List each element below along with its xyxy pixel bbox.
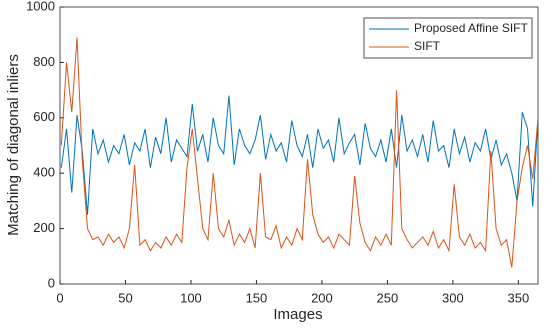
y-tick-label: 600 [33,109,55,124]
x-tick-label: 50 [118,290,132,305]
y-tick-label: 200 [33,220,55,235]
y-tick-label: 0 [48,275,55,290]
x-tick-label: 350 [508,290,530,305]
x-tick-label: 0 [56,290,63,305]
x-tick-label: 300 [442,290,464,305]
series-line [60,37,539,268]
x-axis-label: Images [273,306,322,323]
y-tick-label: 400 [33,165,55,180]
series-line [60,95,539,215]
x-tick-label: 200 [311,290,333,305]
legend-label: Proposed Affine SIFT [414,21,529,35]
legend-label: SIFT [414,39,441,53]
y-tick-label: 1000 [26,0,55,13]
y-axis-label: Matching of diagonal inliers [5,54,22,236]
x-tick-label: 250 [377,290,399,305]
x-tick-label: 150 [246,290,268,305]
x-tick-label: 100 [180,290,202,305]
y-tick-label: 800 [33,54,55,69]
legend-box [363,17,533,59]
